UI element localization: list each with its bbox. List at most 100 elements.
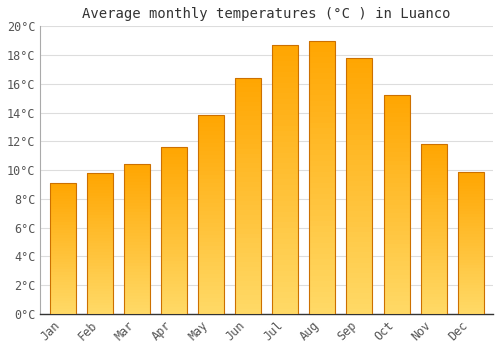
Bar [346, 211, 372, 217]
Bar [124, 266, 150, 269]
Bar [384, 253, 409, 257]
Bar [86, 252, 113, 255]
Bar [310, 281, 336, 287]
Bar [384, 248, 409, 253]
Bar [50, 282, 76, 285]
Bar [272, 233, 298, 239]
Bar [161, 201, 187, 204]
Bar [124, 170, 150, 173]
Bar [458, 240, 484, 243]
Bar [235, 135, 261, 139]
Bar [50, 267, 76, 270]
Bar [124, 272, 150, 275]
Bar [420, 280, 446, 284]
Bar [235, 243, 261, 248]
Bar [310, 95, 336, 101]
Bar [272, 131, 298, 136]
Bar [458, 180, 484, 183]
Bar [458, 257, 484, 260]
Bar [198, 238, 224, 243]
Bar [310, 139, 336, 145]
Bar [420, 164, 446, 168]
Bar [50, 272, 76, 275]
Bar [458, 177, 484, 180]
Bar [86, 266, 113, 269]
Bar [50, 215, 76, 217]
Bar [86, 277, 113, 280]
Bar [86, 263, 113, 266]
Bar [384, 266, 409, 270]
Bar [272, 206, 298, 212]
Bar [235, 78, 261, 314]
Bar [235, 300, 261, 304]
Bar [458, 260, 484, 262]
Bar [458, 262, 484, 266]
Bar [124, 290, 150, 293]
Bar [346, 63, 372, 68]
Bar [272, 260, 298, 266]
Bar [124, 254, 150, 257]
Bar [124, 200, 150, 203]
Bar [310, 117, 336, 122]
Bar [86, 224, 113, 226]
Bar [272, 83, 298, 88]
Bar [346, 191, 372, 196]
Bar [50, 259, 76, 261]
Bar [384, 218, 409, 222]
Bar [50, 188, 76, 191]
Bar [198, 219, 224, 223]
Bar [86, 303, 113, 306]
Bar [198, 234, 224, 238]
Bar [124, 263, 150, 266]
Bar [420, 232, 446, 236]
Bar [50, 204, 76, 206]
Bar [50, 261, 76, 264]
Bar [272, 45, 298, 314]
Bar [86, 258, 113, 260]
Bar [384, 117, 409, 121]
Bar [420, 202, 446, 205]
Bar [310, 46, 336, 51]
Bar [161, 294, 187, 297]
Bar [420, 178, 446, 182]
Bar [198, 258, 224, 262]
Bar [420, 239, 446, 243]
Bar [310, 155, 336, 161]
Bar [161, 284, 187, 287]
Bar [161, 310, 187, 314]
Bar [346, 181, 372, 186]
Bar [272, 244, 298, 249]
Bar [310, 177, 336, 183]
Bar [124, 173, 150, 176]
Bar [420, 212, 446, 216]
Bar [272, 110, 298, 115]
Bar [124, 194, 150, 197]
Bar [124, 311, 150, 314]
Bar [161, 157, 187, 160]
Bar [384, 279, 409, 283]
Bar [420, 307, 446, 310]
Bar [198, 171, 224, 175]
Bar [86, 226, 113, 229]
Bar [346, 58, 372, 314]
Bar [272, 50, 298, 56]
Bar [346, 186, 372, 191]
Bar [272, 212, 298, 217]
Bar [310, 41, 336, 314]
Bar [346, 278, 372, 283]
Bar [124, 182, 150, 185]
Bar [272, 217, 298, 223]
Bar [235, 106, 261, 111]
Bar [235, 182, 261, 187]
Bar [86, 204, 113, 207]
Bar [458, 200, 484, 203]
Bar [50, 212, 76, 215]
Bar [198, 231, 224, 234]
Bar [161, 154, 187, 157]
Bar [50, 217, 76, 220]
Bar [346, 155, 372, 160]
Bar [124, 296, 150, 299]
Bar [310, 232, 336, 237]
Bar [86, 229, 113, 232]
Bar [124, 299, 150, 302]
